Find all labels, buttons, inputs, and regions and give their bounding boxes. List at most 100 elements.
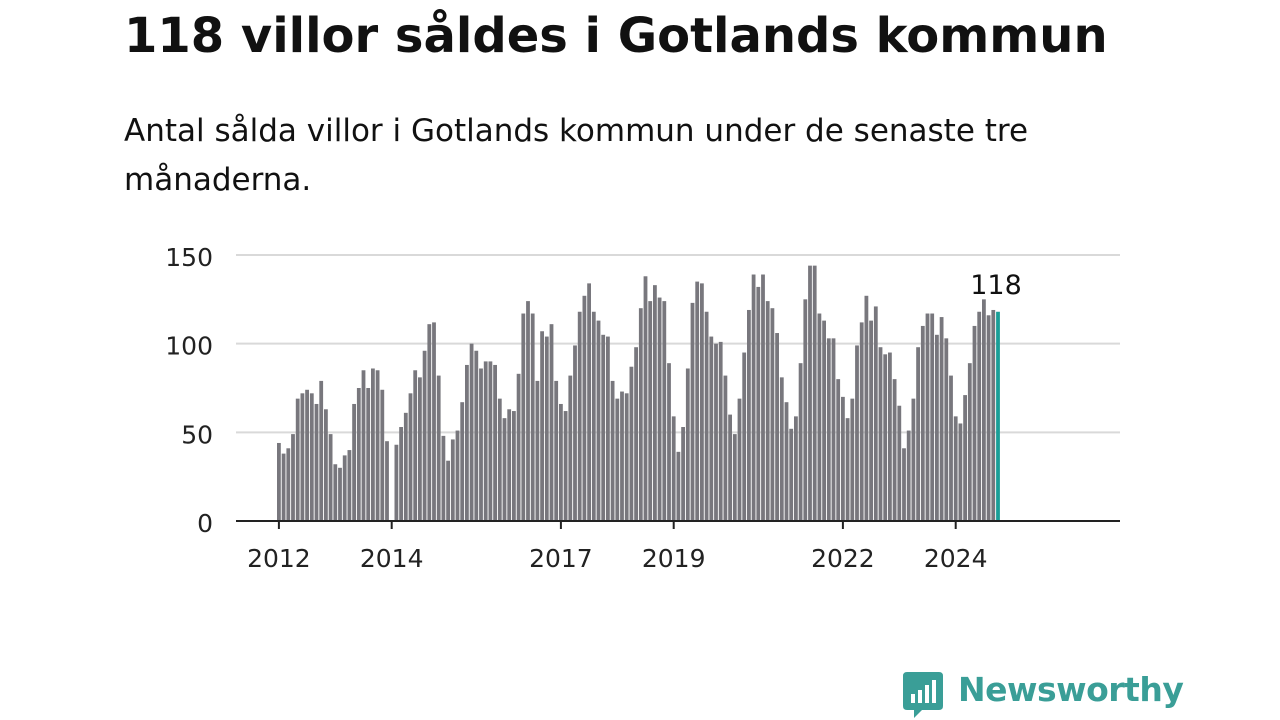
- bar: [601, 334, 606, 521]
- bar: [685, 368, 690, 521]
- bar: [690, 302, 695, 521]
- bar: [352, 403, 356, 521]
- bar: [281, 453, 286, 521]
- bar: [624, 393, 629, 521]
- bar: [977, 311, 982, 521]
- bar: [587, 283, 591, 521]
- bar: [775, 333, 779, 521]
- bar: [812, 265, 817, 521]
- bar: [920, 325, 925, 521]
- bar: [615, 398, 620, 521]
- bar: [700, 283, 704, 521]
- bar: [761, 274, 765, 521]
- bar: [544, 336, 549, 521]
- bar: [728, 414, 732, 521]
- bar: [366, 388, 371, 521]
- y-tick-label: 50: [181, 420, 213, 449]
- bar-latest: [996, 311, 1000, 521]
- bar: [319, 380, 324, 521]
- bar: [295, 398, 300, 521]
- bar: [497, 398, 502, 521]
- bar: [512, 411, 516, 521]
- bar: [972, 325, 977, 521]
- bar: [967, 363, 972, 521]
- bar: [958, 423, 963, 521]
- bar: [573, 345, 577, 521]
- bar: [991, 309, 996, 521]
- bar: [902, 448, 906, 521]
- bar: [427, 324, 432, 521]
- bar: [413, 370, 418, 521]
- bar: [709, 336, 714, 521]
- bar: [747, 309, 751, 521]
- bar: [662, 301, 667, 521]
- bar: [897, 405, 902, 521]
- x-tick-label: 2014: [360, 544, 424, 573]
- bar: [324, 409, 328, 521]
- bar: [789, 428, 794, 521]
- bar: [737, 398, 742, 521]
- bar: [394, 444, 399, 521]
- y-tick-label: 100: [165, 332, 213, 361]
- bar: [606, 336, 610, 521]
- bar: [798, 363, 803, 521]
- bar: [648, 301, 653, 521]
- bar: [982, 299, 986, 521]
- bar-chart: 0 50 100 150 2012 2014 2017 2019 2022 2024 118: [165, 243, 1120, 573]
- bar: [779, 377, 784, 521]
- bar: [554, 380, 559, 521]
- bar: [314, 403, 319, 521]
- bar: [714, 343, 718, 521]
- bar: [784, 402, 789, 521]
- bar: [963, 395, 967, 521]
- bar: [620, 391, 624, 521]
- bar: [507, 409, 512, 521]
- bar: [653, 285, 657, 521]
- bar: [831, 338, 836, 521]
- bar: [309, 393, 314, 521]
- x-axis-ticks: 2012 2014 2017 2019 2022 2024: [247, 521, 988, 573]
- bar: [643, 276, 648, 521]
- bar: [559, 403, 563, 521]
- bar: [864, 295, 869, 521]
- bar: [953, 416, 958, 521]
- bar: [286, 448, 291, 521]
- y-tick-label: 0: [197, 509, 213, 538]
- logo-text: Newsworthy: [958, 670, 1184, 709]
- bar: [704, 311, 709, 521]
- bar: [822, 320, 826, 521]
- bar: [418, 377, 422, 521]
- bar: [291, 434, 295, 521]
- bar: [338, 467, 342, 521]
- bar: [535, 380, 540, 521]
- bar: [671, 416, 676, 521]
- bar: [930, 313, 935, 521]
- bar: [826, 338, 831, 521]
- x-tick-label: 2022: [811, 544, 875, 573]
- bar: [845, 418, 850, 521]
- bar: [676, 451, 681, 521]
- bar: [794, 416, 798, 521]
- x-tick-label: 2019: [642, 544, 706, 573]
- bar: [629, 366, 634, 521]
- bar: [526, 301, 530, 521]
- bar: [855, 345, 859, 521]
- bar: [333, 464, 338, 521]
- bar: [986, 315, 991, 521]
- x-tick-label: 2012: [247, 544, 311, 573]
- bar: [681, 427, 685, 521]
- bar: [568, 375, 573, 521]
- latest-value-label: 118: [970, 270, 1022, 301]
- bar: [432, 322, 436, 521]
- bar: [540, 331, 544, 521]
- bar: [465, 364, 469, 521]
- bar: [347, 450, 352, 521]
- bar: [582, 295, 587, 521]
- bar: [483, 361, 488, 521]
- x-tick-label: 2017: [529, 544, 593, 573]
- bar: [925, 313, 930, 521]
- bar: [577, 311, 582, 521]
- bar: [770, 308, 775, 521]
- bar: [399, 427, 403, 521]
- bar: [836, 379, 841, 521]
